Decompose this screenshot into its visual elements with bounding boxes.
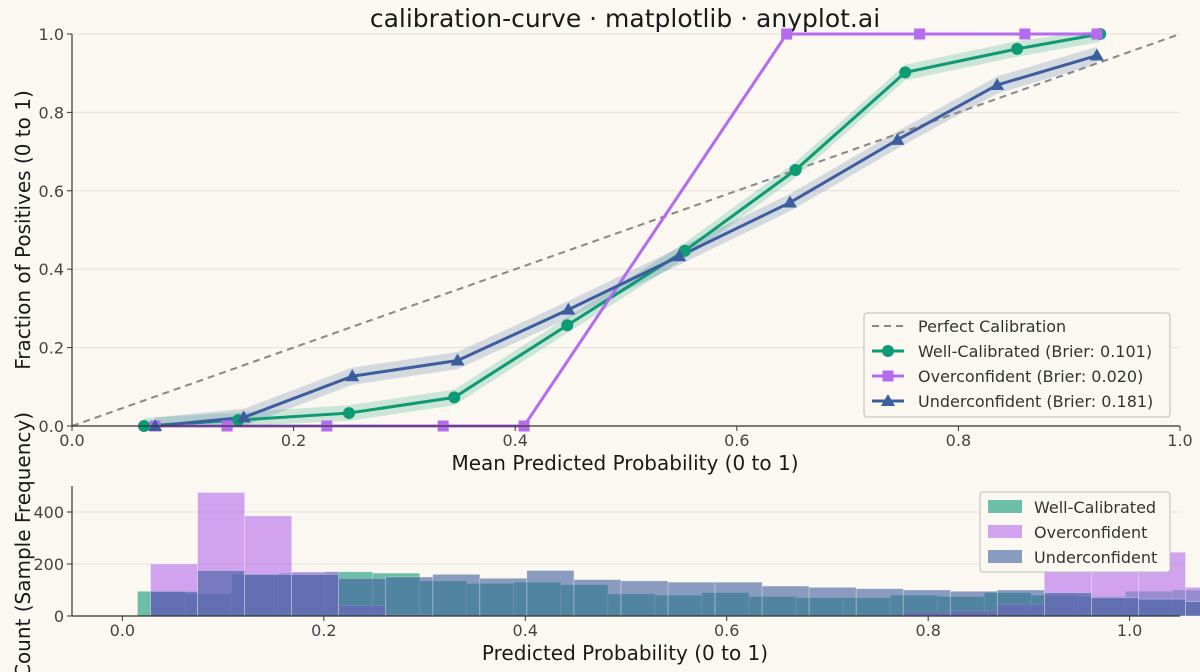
top-x-axis-label: Mean Predicted Probability (0 to 1) xyxy=(451,451,798,475)
chart-title: calibration-curve · matplotlib · anyplot… xyxy=(370,4,880,33)
underconfident-histogram-bar xyxy=(1138,598,1186,617)
bottom-x-axis-label: Predicted Probability (0 to 1) xyxy=(482,641,768,665)
histogram-legend: Well-Calibrated Overconfident Underconfi… xyxy=(979,491,1171,573)
well-calibrated-point xyxy=(448,391,461,404)
top-y-ticks: 0.0 0.2 0.4 0.6 0.8 1.0 xyxy=(39,25,72,436)
hist-legend-swatch-well-calibrated xyxy=(988,500,1022,513)
underconfident-point xyxy=(990,77,1005,90)
overconfident-point xyxy=(1019,28,1031,40)
histogram-plot: 0.0 0.2 0.4 0.6 0.8 1.0 0 200 400 Predicted Pro… xyxy=(11,412,1200,672)
legend-label-well-calibrated: Well-Calibrated (Brier: 0.101) xyxy=(918,342,1152,361)
bottom-y-ticks: 0 200 400 xyxy=(33,503,72,626)
underconfident-histogram-bar xyxy=(150,590,198,617)
bottom-y-axis-label: Count (Sample Frequency) xyxy=(11,412,35,672)
underconfident-histogram-bar xyxy=(338,577,387,617)
top-y-axis-label: Fraction of Positives (0 to 1) xyxy=(11,90,35,370)
underconfident-histogram-bar xyxy=(479,577,528,617)
bottom-y-tick-label: 400 xyxy=(33,503,64,522)
top-x-tick-label: 0.8 xyxy=(946,431,971,450)
legend-box xyxy=(863,312,1171,418)
histogram-legend-swatches xyxy=(988,500,1022,563)
underconfident-histogram-bar xyxy=(949,590,998,617)
well-calibrated-point xyxy=(1011,42,1024,55)
well-calibrated-point xyxy=(899,66,912,79)
hist-legend-swatch-underconfident xyxy=(988,550,1022,563)
bottom-x-tick-label: 0.2 xyxy=(311,621,336,640)
underconfident-histogram-bar xyxy=(714,581,763,617)
bottom-x-tick-label: 0.8 xyxy=(915,621,940,640)
underconfident-histogram-bar xyxy=(1185,601,1200,617)
top-y-tick-label: 0.2 xyxy=(39,339,64,358)
underconfident-histogram-bar xyxy=(996,589,1045,617)
top-y-tick-label: 0.4 xyxy=(39,260,64,279)
underconfident-point xyxy=(782,195,797,208)
well-calibrated-point xyxy=(561,319,574,332)
underconfident-point xyxy=(345,369,360,382)
underconfident-histogram-bar xyxy=(902,589,951,617)
underconfident-histogram-bar xyxy=(761,585,810,617)
hist-legend-swatch-overconfident xyxy=(988,525,1022,538)
overconfident-point xyxy=(914,28,926,40)
bottom-x-tick-label: 0.0 xyxy=(110,621,135,640)
legend-label-underconfident: Underconfident (Brier: 0.181) xyxy=(918,392,1153,411)
well-calibrated-line xyxy=(143,32,1101,428)
underconfident-histogram-bar xyxy=(526,570,575,617)
top-y-tick-label: 0.6 xyxy=(39,182,64,201)
hist-legend-label-well-calibrated: Well-Calibrated xyxy=(1034,498,1156,517)
top-x-tick-label: 0.0 xyxy=(59,431,84,450)
legend-items xyxy=(872,325,904,406)
hist-legend-label-underconfident: Underconfident xyxy=(1034,548,1157,567)
calibration-plot: 0.0 0.2 0.4 0.6 0.8 1.0 0.0 0.2 0.4 0.6 0.8 1.0 Me… xyxy=(11,25,1193,475)
top-x-tick-label: 0.6 xyxy=(724,431,749,450)
bottom-x-tick-label: 0.6 xyxy=(714,621,739,640)
bottom-y-tick-label: 200 xyxy=(33,555,64,574)
underconfident-histogram-bar xyxy=(620,580,669,617)
legend-marker-well-calibrated xyxy=(882,345,894,357)
well-calibrated-point xyxy=(343,407,355,420)
calibration-legend: Perfect Calibration Well-Calibrated (Bri… xyxy=(863,312,1171,418)
overconfident-point xyxy=(781,28,793,40)
underconfident-point xyxy=(236,410,251,423)
underconfident-histogram-bar xyxy=(855,588,904,617)
overconfident-point xyxy=(1091,28,1103,40)
underconfident-point xyxy=(890,132,905,145)
top-x-tick-label: 0.4 xyxy=(502,431,527,450)
underconfident-histogram-bar xyxy=(1044,592,1092,617)
underconfident-point xyxy=(1089,48,1104,61)
underconfident-point xyxy=(561,302,576,315)
bottom-y-tick-label: 0 xyxy=(54,607,64,626)
underconfident-point xyxy=(148,419,163,431)
legend-label-overconfident: Overconfident (Brier: 0.020) xyxy=(918,367,1143,386)
legend-label-perfect: Perfect Calibration xyxy=(918,317,1066,336)
underconfident-histogram-bar xyxy=(244,574,292,617)
top-y-tick-label: 0.8 xyxy=(39,103,64,122)
well-calibrated-point xyxy=(789,164,802,177)
hist-legend-label-overconfident: Overconfident xyxy=(1034,523,1147,542)
underconfident-histogram-bar xyxy=(432,574,481,617)
top-y-tick-label: 1.0 xyxy=(39,25,64,44)
underconfident-point xyxy=(672,249,687,262)
underconfident-point xyxy=(450,353,465,366)
perfect-calibration-line xyxy=(71,33,1181,427)
underconfident-histogram-bar xyxy=(291,574,340,617)
histogram-legend-box xyxy=(979,491,1171,573)
bottom-x-tick-label: 0.4 xyxy=(513,621,538,640)
underconfident-histogram-bar xyxy=(573,579,622,617)
top-x-tick-label: 0.2 xyxy=(281,431,306,450)
bottom-x-ticks: 0.0 0.2 0.4 0.6 0.8 1.0 xyxy=(110,616,1142,640)
underconfident-histogram-bar xyxy=(808,587,857,617)
bottom-x-tick-label: 1.0 xyxy=(1117,621,1142,640)
top-x-tick-label: 1.0 xyxy=(1167,431,1192,450)
underconfident-histogram-bar xyxy=(667,581,716,617)
top-x-ticks: 0.0 0.2 0.4 0.6 0.8 1.0 xyxy=(59,426,1193,450)
underconfident-histogram-bar xyxy=(197,570,245,617)
legend-marker-overconfident xyxy=(882,370,894,382)
legend-marker-underconfident xyxy=(881,394,895,406)
histogram-bars xyxy=(137,492,1200,617)
underconfident-histogram-bar xyxy=(1091,597,1139,617)
top-y-tick-label: 0.0 xyxy=(39,417,64,436)
underconfident-line xyxy=(154,54,1098,428)
underconfident-histogram-bar xyxy=(385,576,434,617)
